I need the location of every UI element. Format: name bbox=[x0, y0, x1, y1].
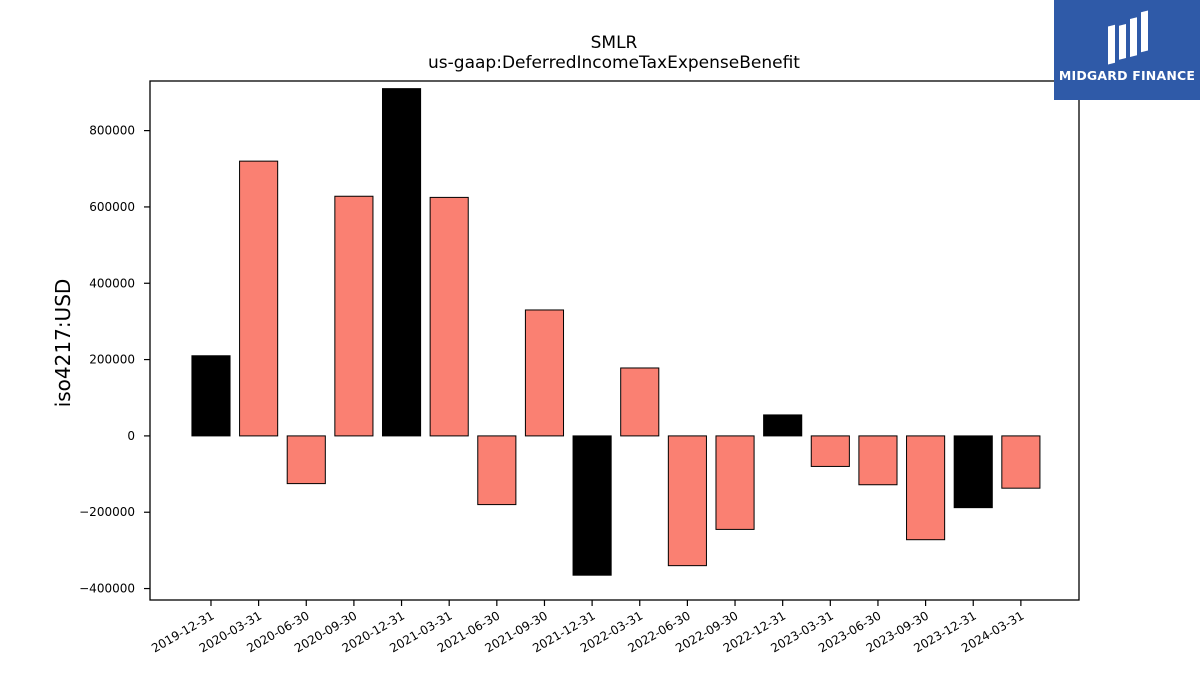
bar-2019-12-31 bbox=[191, 355, 231, 437]
bar-2022-09-30 bbox=[715, 435, 755, 530]
bar-2023-06-30 bbox=[858, 435, 898, 486]
y-axis-label: iso4217:USD bbox=[51, 279, 75, 408]
bar-2021-09-30 bbox=[524, 309, 565, 437]
bar-2021-12-31 bbox=[572, 435, 612, 576]
bars-group bbox=[191, 88, 1041, 576]
bar-2023-03-31 bbox=[810, 435, 850, 467]
y-tick-label: 400000 bbox=[89, 276, 135, 290]
bar-2023-09-30 bbox=[906, 435, 946, 541]
y-tick-label: 600000 bbox=[89, 200, 135, 214]
y-axis-ticks: −400000 −200000 0 200000 400000 600000 800000 bbox=[79, 124, 150, 596]
y-tick-label: −200000 bbox=[79, 505, 135, 519]
chart-subtitle: us-gaap:DeferredIncomeTaxExpenseBenefit bbox=[428, 53, 800, 73]
plot-frame bbox=[149, 80, 1080, 601]
x-axis-ticks: 2019-12-312020-03-312020-06-302020-09-30… bbox=[149, 600, 1026, 655]
y-tick-label: 800000 bbox=[89, 124, 135, 138]
y-tick-label: 200000 bbox=[89, 353, 135, 367]
logo-text: MIDGARD FINANCE bbox=[1058, 68, 1196, 83]
bar-2020-06-30 bbox=[286, 435, 326, 485]
bar-2021-06-30 bbox=[477, 435, 517, 506]
bar-2020-09-30 bbox=[334, 195, 374, 437]
bar-2020-03-31 bbox=[239, 160, 279, 437]
logo-mark-icon bbox=[1108, 10, 1148, 65]
bar-2020-12-31 bbox=[381, 88, 422, 437]
midgard-finance-logo: MIDGARD FINANCE bbox=[1054, 0, 1200, 100]
chart-title: SMLR bbox=[591, 33, 638, 53]
bar-2024-03-31 bbox=[1001, 435, 1041, 489]
y-tick-label: 0 bbox=[127, 429, 135, 443]
bar-2022-12-31 bbox=[763, 414, 803, 437]
bar-2022-06-30 bbox=[667, 435, 707, 567]
y-tick-label: −400000 bbox=[79, 582, 135, 596]
bar-2023-12-31 bbox=[953, 435, 993, 509]
bar-2022-03-31 bbox=[620, 367, 660, 437]
bar-2021-03-31 bbox=[429, 196, 469, 437]
